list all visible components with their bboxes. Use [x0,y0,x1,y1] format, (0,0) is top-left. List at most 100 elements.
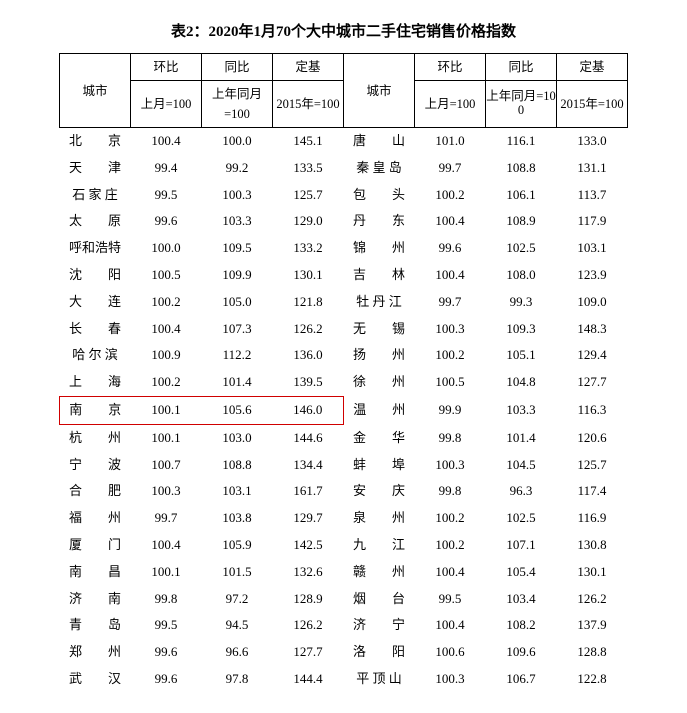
city-cell: 太 原 [60,208,131,235]
mom-cell: 100.2 [415,505,486,532]
yoy-cell: 101.4 [202,369,273,396]
table-row: 北 京100.4100.0145.1唐 山101.0116.1133.0 [60,128,628,155]
table-body: 北 京100.4100.0145.1唐 山101.0116.1133.0天 津9… [60,128,628,693]
table-title: 表2：2020年1月70个大中城市二手住宅销售价格指数 [40,20,647,41]
yoy-cell: 109.9 [202,262,273,289]
yoy-cell: 103.0 [202,424,273,451]
yoy-cell: 106.7 [486,666,557,693]
mom-cell: 101.0 [415,128,486,155]
base-cell: 117.4 [557,478,628,505]
table-row: 太 原99.6103.3129.0丹 东100.4108.9117.9 [60,208,628,235]
city-cell: 大 连 [60,289,131,316]
base-cell: 127.7 [273,639,344,666]
mom-cell: 99.7 [415,289,486,316]
yoy-cell: 97.2 [202,586,273,613]
yoy-cell: 101.5 [202,559,273,586]
city-cell: 天 津 [60,155,131,182]
header-yoy-sub-left: 上年同月=100 [202,81,273,128]
mom-cell: 100.6 [415,639,486,666]
mom-cell: 100.4 [131,128,202,155]
mom-cell: 100.4 [415,559,486,586]
city-cell: 宁 波 [60,452,131,479]
mom-cell: 100.5 [131,262,202,289]
city-cell: 合 肥 [60,478,131,505]
city-cell: 秦 皇 岛 [344,155,415,182]
mom-cell: 100.2 [415,182,486,209]
base-cell: 117.9 [557,208,628,235]
yoy-cell: 108.8 [486,155,557,182]
city-cell: 厦 门 [60,532,131,559]
base-cell: 144.4 [273,666,344,693]
city-cell: 北 京 [60,128,131,155]
base-cell: 113.7 [557,182,628,209]
table-row: 南 昌100.1101.5132.6赣 州100.4105.4130.1 [60,559,628,586]
city-cell: 呼和浩特 [60,235,131,262]
city-cell: 锦 州 [344,235,415,262]
city-cell: 郑 州 [60,639,131,666]
mom-cell: 100.4 [131,316,202,343]
mom-cell: 99.7 [415,155,486,182]
yoy-cell: 103.4 [486,586,557,613]
city-cell: 上 海 [60,369,131,396]
header-base-left: 定基 [273,54,344,81]
city-cell: 南 昌 [60,559,131,586]
header-base-sub-left: 2015年=100 [273,81,344,128]
base-cell: 128.8 [557,639,628,666]
city-cell: 福 州 [60,505,131,532]
mom-cell: 99.9 [415,396,486,424]
city-cell: 扬 州 [344,342,415,369]
base-cell: 130.1 [273,262,344,289]
yoy-cell: 104.5 [486,452,557,479]
table-row: 石 家 庄99.5100.3125.7包 头100.2106.1113.7 [60,182,628,209]
yoy-cell: 104.8 [486,369,557,396]
table-row: 长 春100.4107.3126.2无 锡100.3109.3148.3 [60,316,628,343]
header-yoy-sub-right: 上年同月=100 [486,81,557,128]
mom-cell: 99.8 [131,586,202,613]
table-row: 合 肥100.3103.1161.7安 庆99.896.3117.4 [60,478,628,505]
header-city-left: 城市 [60,54,131,128]
base-cell: 132.6 [273,559,344,586]
mom-cell: 100.0 [131,235,202,262]
mom-cell: 99.7 [131,505,202,532]
header-city-right: 城市 [344,54,415,128]
yoy-cell: 108.8 [202,452,273,479]
city-cell: 武 汉 [60,666,131,693]
header-mom-left: 环比 [131,54,202,81]
yoy-cell: 103.3 [202,208,273,235]
base-cell: 129.0 [273,208,344,235]
city-cell: 杭 州 [60,424,131,451]
city-cell: 丹 东 [344,208,415,235]
mom-cell: 99.4 [131,155,202,182]
mom-cell: 100.2 [131,289,202,316]
city-cell: 九 江 [344,532,415,559]
city-cell: 平 顶 山 [344,666,415,693]
yoy-cell: 116.1 [486,128,557,155]
yoy-cell: 105.1 [486,342,557,369]
price-index-table: 城市 环比 同比 定基 城市 环比 同比 定基 上月=100 上年同月=100 … [59,53,628,693]
base-cell: 144.6 [273,424,344,451]
base-cell: 137.9 [557,612,628,639]
yoy-cell: 97.8 [202,666,273,693]
city-cell: 吉 林 [344,262,415,289]
yoy-cell: 105.6 [202,396,273,424]
table-row: 青 岛99.594.5126.2济 宁100.4108.2137.9 [60,612,628,639]
base-cell: 161.7 [273,478,344,505]
mom-cell: 99.5 [131,612,202,639]
base-cell: 136.0 [273,342,344,369]
city-cell: 南 京 [60,396,131,424]
mom-cell: 99.5 [131,182,202,209]
header-base-right: 定基 [557,54,628,81]
mom-cell: 99.6 [131,666,202,693]
base-cell: 146.0 [273,396,344,424]
yoy-cell: 106.1 [486,182,557,209]
header-mom-sub-right: 上月=100 [415,81,486,128]
table-row: 济 南99.897.2128.9烟 台99.5103.4126.2 [60,586,628,613]
yoy-cell: 109.5 [202,235,273,262]
city-cell: 哈 尔 滨 [60,342,131,369]
base-cell: 133.5 [273,155,344,182]
mom-cell: 100.1 [131,559,202,586]
city-cell: 长 春 [60,316,131,343]
base-cell: 129.7 [273,505,344,532]
mom-cell: 100.4 [131,532,202,559]
city-cell: 沈 阳 [60,262,131,289]
